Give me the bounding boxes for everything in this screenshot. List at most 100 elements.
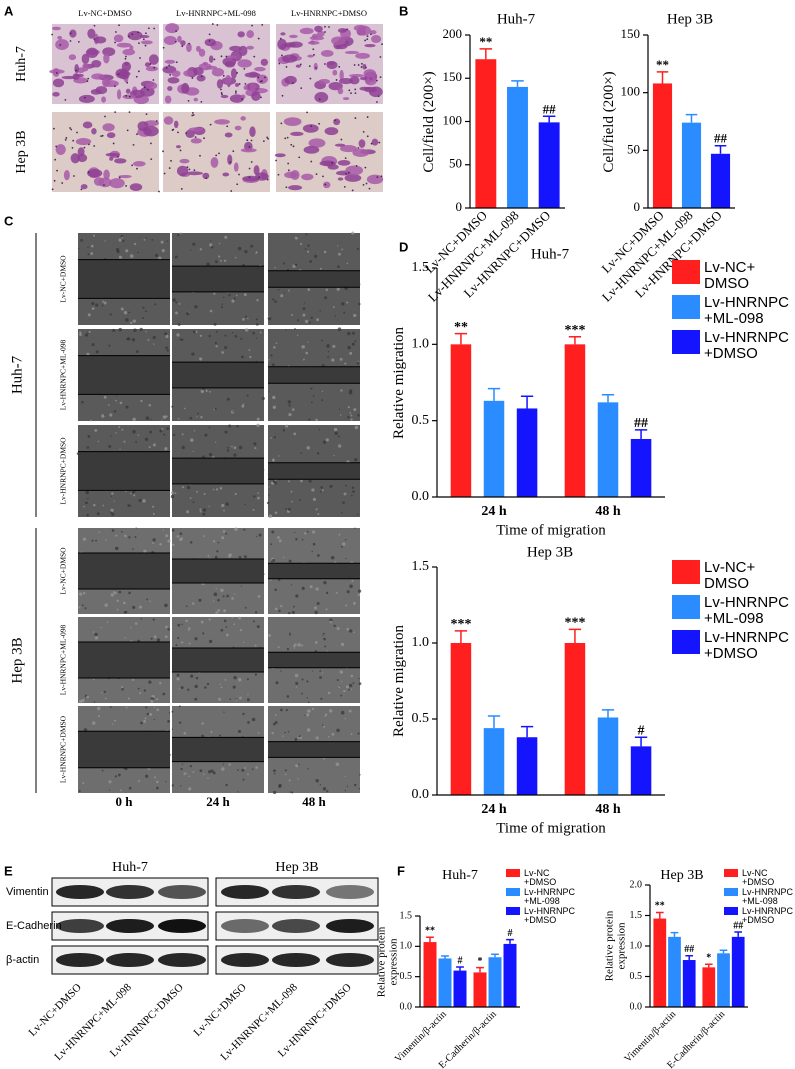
cell-texture — [209, 240, 212, 242]
cell-stain — [225, 55, 237, 59]
cell-texture — [181, 623, 183, 626]
cell-stain — [255, 172, 269, 181]
x-tick-label: Vimentin/β-actin — [393, 1009, 449, 1065]
cell-texture — [213, 592, 218, 597]
pore — [162, 150, 164, 153]
cell-texture — [237, 769, 239, 771]
cell-stain — [133, 161, 146, 167]
y-tick-label: 2.0 — [630, 879, 643, 890]
cell-texture — [122, 239, 125, 243]
pore — [348, 89, 351, 92]
cell-stain — [290, 131, 304, 136]
cell-stain — [78, 94, 95, 103]
cell-texture — [92, 721, 96, 725]
cell-texture — [235, 699, 238, 701]
cell-texture — [118, 590, 122, 594]
cell-texture — [208, 426, 211, 429]
cell-texture — [130, 492, 132, 495]
cell-texture — [312, 394, 315, 397]
cell-texture — [132, 430, 136, 434]
pore — [236, 72, 238, 74]
cell-texture — [148, 403, 152, 407]
pore — [235, 90, 237, 93]
cell-texture — [152, 512, 155, 515]
cell-texture — [95, 303, 99, 307]
cell-texture — [190, 438, 194, 442]
pore — [213, 58, 216, 61]
cell-texture — [336, 287, 340, 291]
bar — [564, 643, 586, 795]
chart-title: Huh-7 — [531, 246, 570, 262]
cell-texture — [192, 450, 194, 452]
cell-texture — [138, 498, 142, 503]
cell-stain — [324, 127, 339, 136]
y-tick-label: 0.0 — [400, 1001, 413, 1012]
cell-texture — [321, 399, 324, 402]
cell-stain — [302, 124, 319, 133]
pore — [87, 77, 90, 80]
cell-stain — [144, 62, 151, 67]
pore — [145, 113, 148, 116]
cell-texture — [215, 441, 217, 443]
legend-label: Lv-NC +DMSO — [742, 868, 775, 888]
pore — [125, 94, 128, 97]
column-header: Lv-HNRNPC+DMSO — [291, 8, 367, 18]
cell-texture — [270, 437, 272, 439]
error-bar — [634, 736, 648, 747]
pore — [124, 57, 127, 60]
cell-texture — [335, 762, 340, 767]
cell-texture — [323, 632, 325, 635]
cell-stain — [52, 78, 65, 88]
cell-stain — [114, 158, 127, 164]
pore — [112, 142, 115, 145]
cell-texture — [340, 389, 343, 392]
cell-texture — [293, 432, 297, 436]
cell-texture — [237, 729, 242, 733]
cell-texture — [346, 301, 349, 304]
cell-texture — [149, 430, 153, 434]
pore — [315, 173, 318, 176]
cell-texture — [131, 491, 135, 494]
cell-texture — [179, 532, 183, 535]
cell-stain — [68, 54, 77, 61]
cell-texture — [208, 390, 211, 393]
legend-item: Lv-HNRNPC +DMSO — [724, 906, 793, 926]
cell-texture — [117, 773, 121, 777]
cell-texture — [147, 339, 150, 342]
pore — [364, 39, 367, 42]
cell-texture — [171, 728, 174, 730]
pore — [137, 70, 140, 73]
cell-texture — [251, 717, 256, 722]
cell-texture — [319, 310, 322, 312]
cell-texture — [181, 338, 184, 341]
significance-label: ## — [543, 101, 557, 116]
pore — [117, 155, 120, 158]
cell-texture — [254, 611, 258, 614]
cell-texture — [188, 311, 190, 313]
cell-stain — [337, 87, 344, 95]
cell-stain — [363, 69, 377, 78]
pore — [246, 139, 249, 142]
pore — [368, 187, 371, 190]
wound-gap — [78, 451, 170, 491]
cell-texture — [78, 592, 83, 596]
cell-stain — [77, 147, 85, 157]
pore — [200, 75, 203, 78]
cell-texture — [249, 355, 252, 359]
cell-texture — [274, 607, 278, 611]
cell-stain — [299, 27, 314, 35]
significance-label: *** — [564, 616, 585, 631]
cell-texture — [300, 452, 303, 454]
blot-band — [106, 919, 154, 933]
cell-texture — [116, 599, 119, 603]
pore — [147, 88, 150, 91]
cell-texture — [307, 701, 310, 704]
cell-texture — [236, 424, 239, 428]
cell-stain — [210, 157, 219, 168]
cell-texture — [288, 611, 291, 615]
cell-texture — [150, 637, 153, 640]
pore — [370, 33, 372, 36]
cell-texture — [244, 503, 246, 506]
cell-texture — [325, 288, 329, 292]
